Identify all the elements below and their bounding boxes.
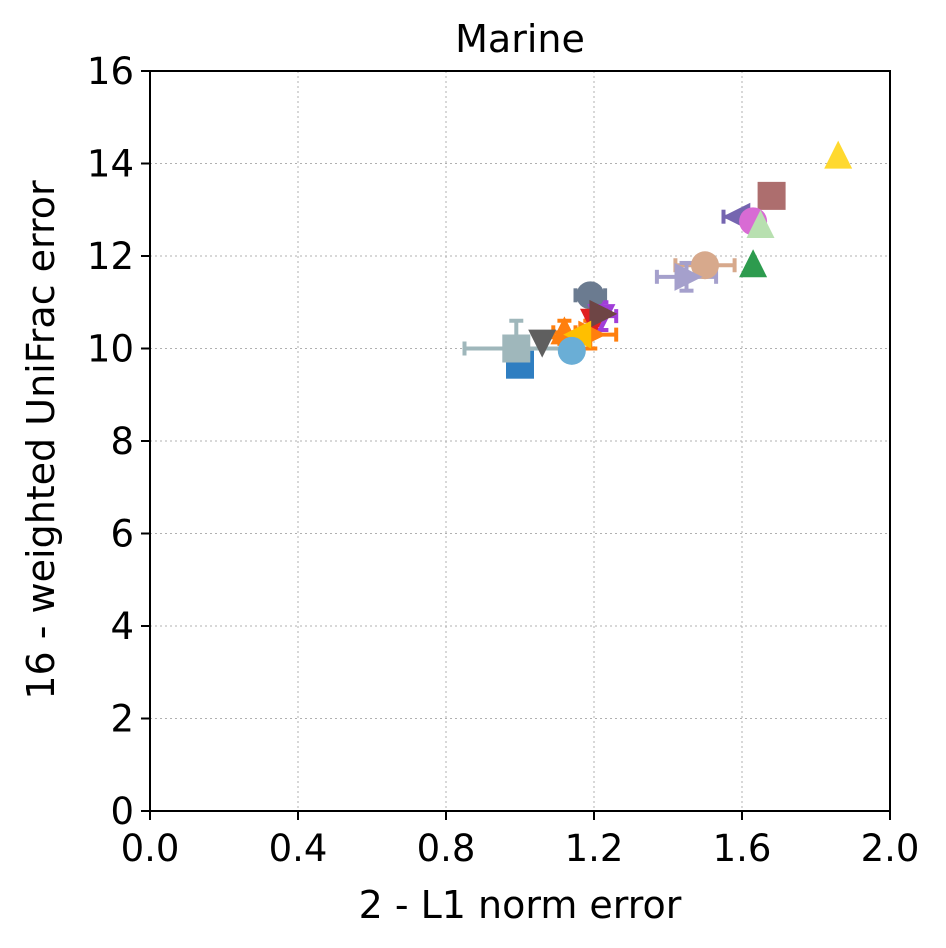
data-point-circle [576, 281, 605, 310]
data-point-triangle-right [589, 299, 618, 328]
x-axis-ticks: 0.0 0.4 0.8 1.2 1.6 2.0 [121, 811, 920, 870]
y-tick-label: 12 [87, 235, 134, 278]
data-point-triangle-down [528, 329, 557, 358]
x-tick-label: 1.2 [565, 827, 624, 870]
x-tick-label: 0.0 [121, 827, 180, 870]
y-tick-label: 10 [87, 328, 134, 371]
data-point-square [502, 334, 531, 363]
x-tick-label: 0.8 [417, 827, 476, 870]
y-tick-label: 16 [87, 50, 134, 93]
data-point-triangle-up [739, 249, 768, 278]
data-point-circle [557, 336, 586, 365]
y-tick-label: 2 [110, 698, 134, 741]
data-points [502, 140, 853, 379]
x-tick-label: 0.4 [269, 827, 328, 870]
y-axis-label: 16 - weighted UniFrac error [19, 180, 63, 700]
chart-title: Marine [455, 17, 585, 61]
x-tick-label: 2.0 [861, 827, 920, 870]
data-point-triangle-right [674, 262, 703, 291]
y-tick-label: 4 [110, 605, 134, 648]
y-tick-label: 6 [110, 513, 134, 556]
y-tick-label: 0 [110, 790, 134, 833]
data-point-circle [691, 251, 719, 280]
data-point-triangle-up [824, 140, 853, 169]
data-point-triangle-up [746, 209, 775, 238]
data-point-square [757, 181, 786, 210]
data-point-triangle-left [563, 320, 592, 349]
y-tick-label: 8 [110, 420, 134, 463]
y-axis-ticks: 0 2 4 6 8 10 12 14 16 [87, 50, 150, 833]
x-tick-label: 1.6 [713, 827, 772, 870]
x-axis-label: 2 - L1 norm error [359, 883, 682, 927]
y-tick-label: 14 [87, 143, 134, 186]
